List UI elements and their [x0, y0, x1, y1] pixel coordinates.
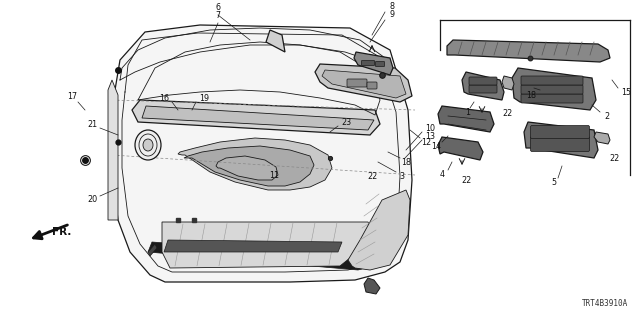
Polygon shape	[148, 242, 368, 270]
Polygon shape	[594, 132, 610, 144]
Polygon shape	[462, 72, 504, 100]
Polygon shape	[447, 40, 610, 62]
Text: 4: 4	[440, 170, 445, 179]
Polygon shape	[112, 25, 412, 282]
Text: 22: 22	[461, 175, 471, 185]
Text: 17: 17	[67, 92, 77, 100]
Polygon shape	[142, 106, 374, 130]
Polygon shape	[178, 138, 332, 190]
Text: 23: 23	[341, 117, 351, 126]
Text: 13: 13	[425, 132, 435, 140]
Polygon shape	[148, 244, 157, 256]
Ellipse shape	[143, 139, 153, 151]
Text: 14: 14	[431, 141, 441, 150]
Text: 3: 3	[399, 172, 404, 180]
FancyBboxPatch shape	[347, 79, 367, 87]
FancyBboxPatch shape	[367, 82, 377, 89]
Text: 10: 10	[425, 124, 435, 132]
Text: 18: 18	[526, 91, 536, 100]
FancyBboxPatch shape	[521, 76, 583, 85]
FancyBboxPatch shape	[362, 60, 374, 66]
Text: 12: 12	[421, 138, 431, 147]
Text: 22: 22	[367, 172, 377, 180]
Text: FR.: FR.	[52, 227, 72, 237]
Text: 20: 20	[87, 196, 97, 204]
FancyBboxPatch shape	[521, 85, 583, 94]
Text: 21: 21	[87, 119, 97, 129]
Polygon shape	[132, 100, 380, 135]
Polygon shape	[354, 52, 393, 75]
Polygon shape	[322, 70, 406, 98]
Text: TRT4B3910A: TRT4B3910A	[582, 299, 628, 308]
Text: 22: 22	[609, 154, 619, 163]
Text: 19: 19	[199, 93, 209, 102]
Text: 15: 15	[621, 87, 631, 97]
Text: 11: 11	[269, 171, 279, 180]
Polygon shape	[266, 30, 285, 52]
Text: 1: 1	[465, 108, 470, 116]
FancyBboxPatch shape	[531, 137, 589, 151]
Text: 22: 22	[502, 108, 512, 117]
FancyBboxPatch shape	[376, 61, 385, 67]
FancyBboxPatch shape	[531, 125, 589, 139]
Polygon shape	[438, 137, 483, 160]
Polygon shape	[108, 80, 118, 220]
Polygon shape	[184, 146, 314, 186]
Polygon shape	[364, 278, 380, 294]
Polygon shape	[512, 68, 596, 110]
FancyBboxPatch shape	[469, 77, 497, 85]
Text: 7: 7	[216, 11, 221, 20]
Polygon shape	[438, 106, 494, 132]
Text: 16: 16	[159, 93, 169, 102]
Polygon shape	[502, 76, 514, 90]
FancyBboxPatch shape	[521, 94, 583, 103]
Polygon shape	[348, 190, 410, 270]
Polygon shape	[216, 156, 278, 180]
Polygon shape	[164, 240, 342, 252]
FancyBboxPatch shape	[469, 85, 497, 93]
Text: 2: 2	[604, 111, 609, 121]
Polygon shape	[524, 122, 598, 158]
Text: 6: 6	[216, 3, 221, 12]
Polygon shape	[315, 64, 412, 102]
Text: 9: 9	[389, 10, 395, 19]
Polygon shape	[162, 222, 375, 268]
Text: 5: 5	[552, 178, 557, 187]
Ellipse shape	[135, 130, 161, 160]
Text: 8: 8	[390, 2, 394, 11]
Text: 18: 18	[401, 157, 411, 166]
